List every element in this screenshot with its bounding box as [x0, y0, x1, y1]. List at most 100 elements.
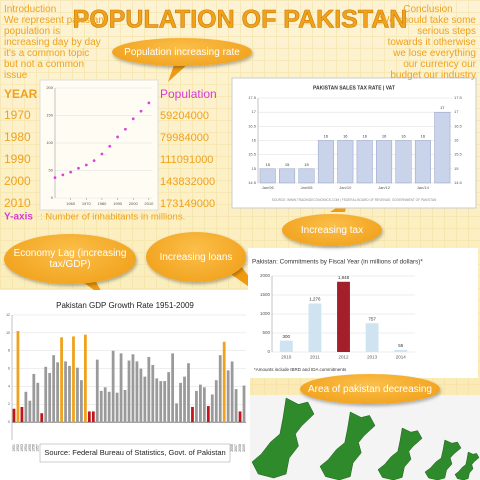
map-shape: [251, 397, 315, 479]
bar: [242, 385, 246, 423]
population-value: 173149000: [160, 198, 215, 210]
population-value: 59204000: [160, 110, 209, 122]
bar: [123, 390, 127, 423]
point: [77, 166, 80, 170]
y-tick-label: 15: [252, 166, 257, 171]
point: [108, 144, 112, 148]
value-label: 757: [368, 316, 376, 321]
map-shape: [377, 427, 423, 480]
bar: [179, 382, 182, 423]
y-tick-label: 12: [6, 313, 10, 317]
year: 1970: [4, 108, 31, 122]
bar: [238, 411, 242, 423]
bar: [60, 337, 63, 423]
bar: [259, 168, 276, 184]
bar: [308, 303, 322, 352]
point: [92, 159, 96, 163]
y-tick-label: 500: [262, 330, 270, 335]
x-tick-label: 2008: [238, 444, 242, 452]
x-tick-label: Jan/10: [339, 185, 352, 190]
chart-title: Pakistan: Commitments by Fiscal Year (in…: [252, 259, 423, 266]
point: [100, 152, 104, 156]
x-tick-label: 2011: [310, 355, 320, 360]
y-tick-label: 16: [252, 138, 257, 143]
x-tick-label: 1957: [36, 444, 40, 452]
bar: [279, 168, 296, 184]
note: : Number of inhabitants in millions.: [40, 212, 185, 223]
value-label: 16: [324, 134, 329, 139]
maps: [251, 397, 480, 480]
bar: [394, 349, 408, 352]
y-tick-label: 14.5: [454, 180, 463, 185]
y-tick-label: 15.5: [248, 152, 257, 157]
x-tick-label: Jan/14: [417, 185, 430, 190]
bar: [99, 390, 103, 423]
x-tick-label: 1952: [16, 444, 20, 452]
loans-panel: [248, 248, 478, 378]
callout: Population increasing rate: [112, 38, 252, 66]
x-tick-label: 1970: [82, 201, 92, 206]
bar: [279, 340, 293, 352]
y-tick-label: 2000: [260, 273, 271, 278]
conclusion: Conclusion We should take some serious s…: [380, 4, 476, 81]
x-tick-label: 1960: [66, 201, 76, 206]
bar: [356, 140, 373, 184]
bar: [64, 361, 67, 423]
x-tick-label: 2009: [242, 444, 246, 452]
x-tick-label: 2006: [230, 444, 234, 452]
introduction-heading: Introduction: [4, 4, 57, 15]
point: [69, 170, 73, 174]
y-tick-label: 15.5: [454, 152, 463, 157]
x-tick-label: 1953: [20, 444, 24, 452]
bar: [376, 140, 393, 184]
bar: [337, 140, 354, 184]
value-label: 300: [283, 334, 291, 339]
y-tick-label: 17: [454, 109, 459, 114]
bar: [119, 353, 123, 423]
bar: [191, 406, 194, 423]
bar: [434, 111, 451, 184]
bar: [48, 373, 52, 423]
y-tick-label: 16: [454, 138, 459, 143]
bar: [87, 411, 91, 423]
bar: [12, 408, 16, 423]
bar: [115, 392, 119, 423]
population-value: 143832000: [160, 176, 215, 188]
x-tick-label: 2000: [129, 201, 139, 206]
bar: [32, 373, 36, 423]
callout: Area of pakistan decreasing: [300, 374, 440, 404]
bar: [226, 370, 230, 423]
y-tick-label: 150: [46, 113, 53, 118]
x-tick-label: 2014: [396, 355, 407, 360]
x-tick-label: 1954: [24, 444, 28, 452]
bar: [68, 365, 71, 423]
bar: [111, 350, 115, 423]
y-tick-label: 17.5: [248, 95, 257, 100]
chart-source: SOURCE: WWW.TRADINGECONOMICS.COM | FEDER…: [272, 198, 437, 202]
x-tick-label: 1951: [12, 444, 16, 452]
chart-title: PAKISTAN SALES TAX RATE | VAT: [313, 85, 395, 91]
y-tick-label: 8: [8, 349, 10, 353]
year: 2010: [4, 196, 31, 210]
y-tick-label: 100: [46, 140, 53, 145]
bar: [91, 411, 95, 423]
x-tick-label: 1980: [97, 201, 107, 206]
value-label: 15: [304, 162, 309, 167]
bar: [44, 366, 48, 423]
callout: Increasing loans: [146, 232, 246, 282]
x-tick-label: 2007: [234, 444, 238, 452]
x-tick-label: 1990: [113, 201, 123, 206]
value-label: 16: [382, 134, 387, 139]
map-shape: [424, 439, 462, 480]
year-header: YEAR: [4, 87, 38, 101]
note-label: Y-axis: [4, 212, 33, 223]
value-label: 1,276: [309, 297, 321, 302]
point: [61, 173, 65, 177]
value-label: 15: [285, 162, 290, 167]
bar: [107, 391, 111, 423]
x-tick-label: Jan/06: [262, 185, 275, 190]
value-label: 16: [362, 134, 367, 139]
bar: [210, 394, 214, 423]
y-tick-label: 50: [49, 168, 54, 173]
bar: [195, 390, 198, 423]
